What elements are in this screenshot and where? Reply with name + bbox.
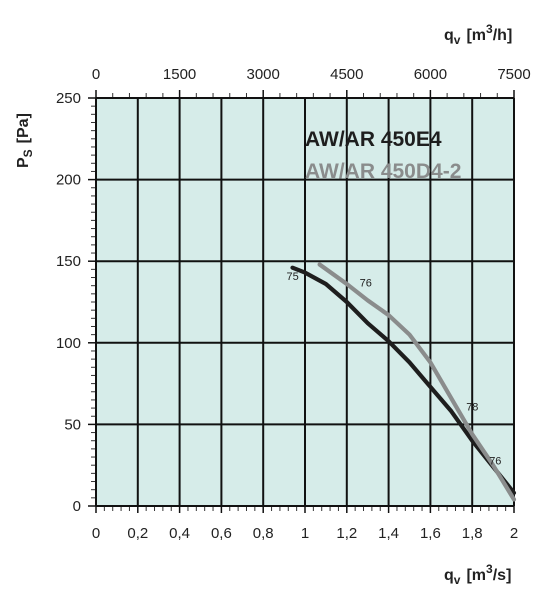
legend-entry-series-2: AW/AR 450D4-2 xyxy=(305,160,461,183)
series-line-1 xyxy=(290,265,517,495)
x-tick-label: 1 xyxy=(301,525,309,542)
y-tick-label: 250 xyxy=(56,90,81,107)
x-tick-label: 1,6 xyxy=(420,525,441,542)
y-tick-label: 0 xyxy=(73,498,81,515)
x-top-axis-unit: [m xyxy=(466,27,486,44)
x-top-tick-label: 1500 xyxy=(163,66,196,83)
y-tick-label: 100 xyxy=(56,335,81,352)
x-top-axis-title: qv [m3/h] xyxy=(444,22,512,47)
x-top-tick-label: 3000 xyxy=(247,66,280,83)
x-bottom-axis-unit: [m xyxy=(466,567,486,584)
point-labels: 75 78 76 76 xyxy=(286,271,501,467)
x-top-axis-superscript: 3 xyxy=(486,22,493,36)
x-tick-label: 0 xyxy=(92,525,100,542)
x-bottom-axis-unit-end: /s] xyxy=(493,567,512,584)
series-layer xyxy=(290,262,517,502)
x-bottom-axis-symbol: q xyxy=(444,567,454,584)
series-line-2 xyxy=(317,262,517,502)
x-top-tick-label: 7500 xyxy=(497,66,530,83)
x-tick-label: 0,2 xyxy=(127,525,148,542)
bottom-tick-labels: 0 0,2 0,4 0,6 0,8 1 1,2 1,4 1,6 1,8 2 xyxy=(92,525,518,542)
series-1-point-label: 78 xyxy=(466,401,478,413)
x-top-tick-label: 4500 xyxy=(330,66,363,83)
y-axis-subscript: S xyxy=(21,149,35,157)
y-axis-symbol: P xyxy=(15,157,32,168)
x-top-axis-unit-end: /h] xyxy=(493,27,513,44)
y-tick-label: 150 xyxy=(56,253,81,270)
x-tick-label: 1,2 xyxy=(336,525,357,542)
series-2-point-label: 76 xyxy=(489,455,501,467)
x-tick-label: 1,4 xyxy=(378,525,399,542)
x-tick-label: 1,8 xyxy=(462,525,483,542)
x-top-axis-subscript: v xyxy=(454,33,461,47)
x-tick-label: 0,8 xyxy=(253,525,274,542)
x-top-tick-label: 0 xyxy=(92,66,100,83)
x-top-axis-symbol: q xyxy=(444,27,454,44)
y-axis-unit: [Pa] xyxy=(15,113,32,143)
y-tick-label: 50 xyxy=(64,416,81,433)
y-axis-title: PS [Pa] xyxy=(15,113,35,168)
legend-entry-series-1: AW/AR 450E4 xyxy=(305,128,442,151)
y-tick-labels: 0 50 100 150 200 250 xyxy=(56,90,81,515)
series-2-point-label: 76 xyxy=(360,277,372,289)
x-bottom-axis-subscript: v xyxy=(454,573,461,587)
x-bottom-axis-superscript: 3 xyxy=(486,562,493,576)
legend: AW/AR 450E4 AW/AR 450D4-2 xyxy=(305,128,461,183)
top-tick-labels: 0 1500 3000 4500 6000 7500 xyxy=(92,66,531,83)
series-1-point-label: 75 xyxy=(286,271,298,283)
y-tick-label: 200 xyxy=(56,172,81,189)
x-tick-label: 2 xyxy=(510,525,518,542)
x-bottom-axis-title: qv [m3/s] xyxy=(444,562,511,587)
x-tick-label: 0,6 xyxy=(211,525,232,542)
x-top-tick-label: 6000 xyxy=(414,66,447,83)
x-tick-label: 0,4 xyxy=(169,525,190,542)
